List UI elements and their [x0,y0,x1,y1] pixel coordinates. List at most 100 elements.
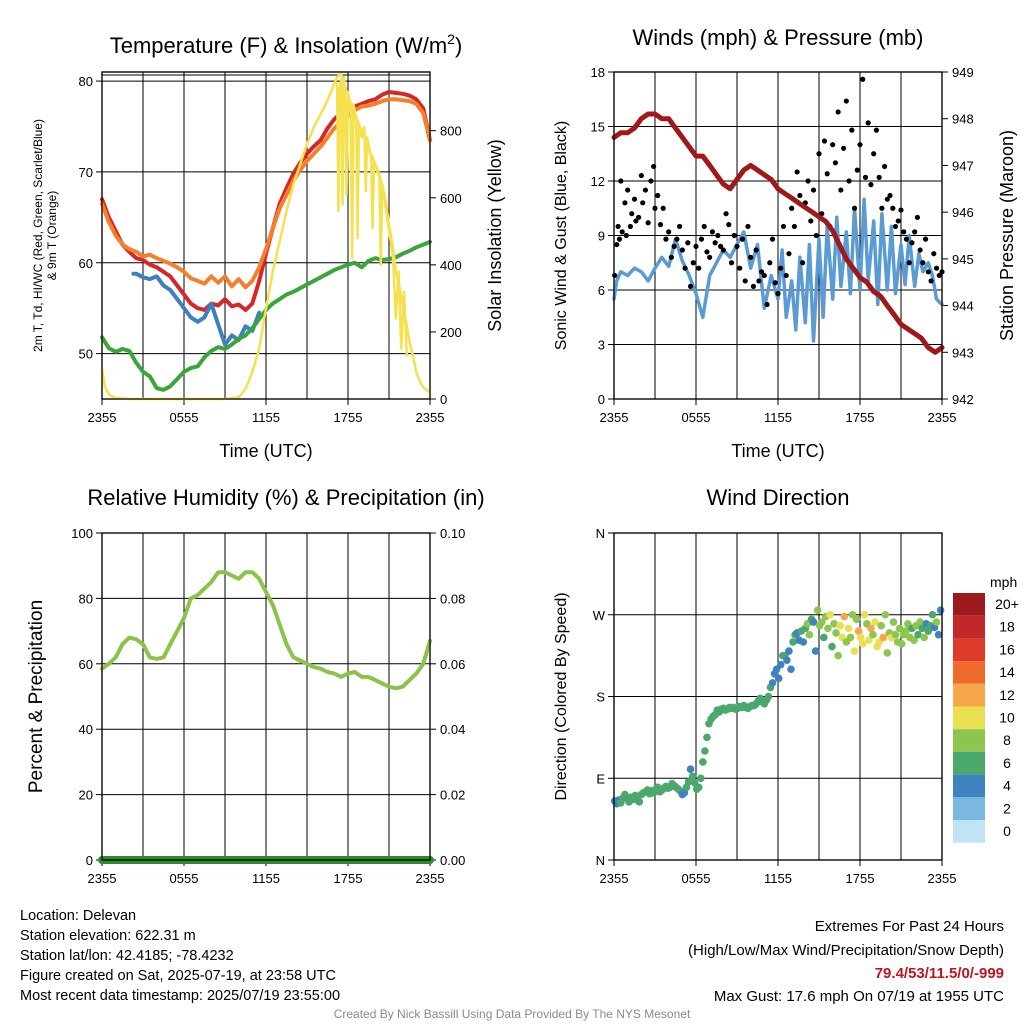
recent-timestamp-text: Most recent data timestamp: 2025/07/19 2… [20,988,341,1004]
gust-point [813,232,819,239]
series-sonic-wind-blue- [612,197,944,343]
gust-point [862,174,869,180]
gust-point [797,192,803,199]
x-tick-label: 2355 [928,871,957,886]
gust-point [718,243,724,249]
legend-swatch [953,774,985,798]
temperature-chart: 2355 0555 1155 1755 235550607080020040060080… [31,31,505,461]
direction-point [891,630,900,639]
y2-tick-label: 600 [440,191,462,206]
direction-point [635,798,644,806]
gust-point [638,172,644,179]
x-tick-label: 0555 [170,871,199,886]
gust-point [728,260,735,266]
gust-point [709,229,716,235]
gust-point [750,283,757,289]
gust-point [615,223,621,230]
legend-swatch [953,820,985,843]
gust-point [712,240,718,246]
gust-point [775,291,781,297]
gust-point [841,145,847,151]
gust-point [901,229,907,235]
y2-tick-label: 945 [952,252,974,267]
gust-point [707,254,713,260]
gust-point [753,247,759,253]
y-tick-label: 6 [598,283,605,298]
gust-point [873,127,880,133]
direction-point [817,618,826,626]
direction-point [834,651,842,660]
direction-point [850,647,859,655]
gust-point [821,138,828,144]
y2-tick-label: 800 [440,124,462,139]
x-tick-label: 1155 [764,871,792,886]
direction-point [910,636,918,644]
y2-tick-label: 400 [440,258,462,273]
x-tick-label: 2355 [416,871,445,886]
gust-point [830,142,836,148]
direction-point [846,633,855,642]
x-tick-label: 1155 [252,871,280,886]
legend-label: 18 [999,619,1015,635]
gust-point [931,251,937,257]
y-tick-label: 0 [598,392,605,407]
gust-point [748,254,754,260]
elevation-text: Station elevation: 622.31 m [20,928,196,944]
y-tick-label: 0 [86,853,93,868]
direction-point [865,636,873,644]
gust-point [693,243,699,249]
legend-swatch [953,638,985,662]
title-main: Temperature (F) & Insolation (W/m [110,33,447,58]
gust-point [737,265,743,271]
y-axis-label-line2: & 9m T (Orange) [45,191,59,281]
x-tick-label: 1755 [846,871,875,886]
gust-point [800,260,806,266]
gust-point [898,207,904,213]
direction-point [694,783,703,792]
gust-point [843,98,849,104]
y2-tick-label: 0.02 [440,788,465,803]
direction-point [805,630,814,639]
y2-tick-label: 946 [952,205,974,220]
direction-point [932,618,941,626]
direction-point [776,660,785,669]
y-tick-label: 100 [71,526,93,541]
gust-point [860,76,866,82]
gust-point [925,269,931,275]
x-tick-label: 2355 [600,410,629,425]
gust-point [671,243,677,249]
x-tick-label: 0555 [170,410,199,425]
direction-point [934,630,943,639]
legend-label: 14 [999,664,1015,680]
direction-point [879,633,888,642]
gust-point [884,196,890,202]
y2-tick-label: 944 [952,299,974,314]
legend-label: 8 [1003,732,1011,748]
gust-point [612,272,618,279]
gust-point [871,151,877,157]
gust-point [616,236,623,242]
y2-tick-label: 947 [952,158,974,173]
direction-point [824,624,832,633]
direction-point [914,630,922,639]
y-tick-label: 70 [79,165,93,180]
gust-point [651,163,657,170]
gust-point [879,205,885,211]
gust-point [832,160,839,166]
plot-frame-top [613,71,943,400]
x-tick-label: 0555 [682,410,711,425]
y2-tick-label: 0.04 [440,722,465,737]
gust-point [887,192,893,199]
direction-point [895,624,904,633]
gust-point [685,240,691,246]
gust-point [783,272,789,279]
series-solar-insolation-dips [335,75,409,357]
direction-point [688,772,697,781]
gust-point [903,236,910,242]
gust-point [906,260,912,266]
gust-point [759,269,765,275]
direction-point [703,733,711,742]
gust-point [912,229,918,235]
humidity-chart: 2355 0555 1155 1755 2355 0 20 40 60 80 100 0.00 0.02… [26,485,485,886]
direction-point [877,621,885,630]
